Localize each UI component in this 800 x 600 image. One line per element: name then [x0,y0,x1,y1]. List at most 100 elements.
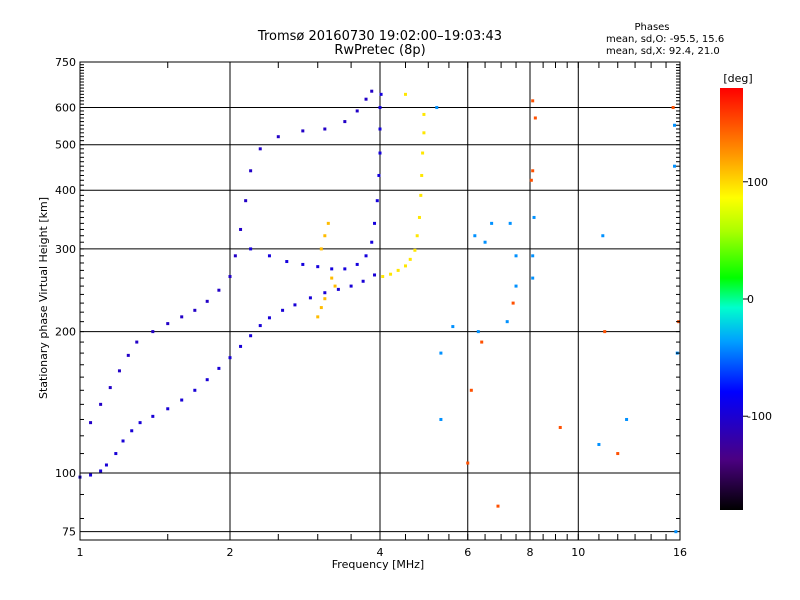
data-point [130,429,134,433]
data-point [480,340,484,344]
data-point [135,340,139,344]
data-point [301,129,305,133]
data-point [258,147,262,151]
data-point [228,356,232,360]
data-point [233,254,237,258]
data-point [603,330,607,334]
data-point [258,324,262,328]
chart-subtitle: RwPretec (8p) [334,43,425,58]
data-point [364,254,368,258]
data-point [469,388,473,392]
data-point [343,267,347,271]
data-point [217,366,221,370]
data-point [483,240,487,244]
data-point [121,439,125,443]
phase-info-heading: Phases [634,22,669,33]
data-point [415,234,419,238]
data-point [673,164,677,168]
data-point [511,301,515,305]
data-point [166,407,170,411]
colorbar-ticks: -100 0 100 [743,176,772,423]
data-point [166,322,170,326]
data-point [117,369,121,373]
colorbar-gradient [720,88,743,510]
data-point [239,227,243,231]
data-point [435,106,439,110]
data-point [126,353,130,357]
colorbar-tick-label: 100 [747,176,768,189]
data-points [78,89,681,534]
data-point [114,452,118,456]
data-point [533,116,537,120]
data-point [531,99,535,103]
data-point [514,254,518,258]
data-point [323,234,327,238]
data-point [439,417,443,421]
data-point [364,97,368,101]
chart-title: Tromsø 20160730 19:02:00–19:03:43 [257,29,502,44]
data-point [323,291,327,295]
data-point [355,262,359,266]
data-point [378,127,382,131]
data-point [205,378,209,382]
data-point [419,193,423,197]
phase-info-box: Phases mean, sd,O: -95.5, 15.6 mean, sd,… [606,22,724,57]
colorbar-tick-label: -100 [747,410,772,423]
data-point [601,234,605,238]
data-point [323,297,327,301]
x-tick-label: 2 [227,546,234,559]
data-point [408,257,412,261]
data-point [514,284,518,288]
data-point [439,351,443,355]
data-point [99,469,103,473]
data-point [355,109,359,113]
y-axis-ticks: 75 100 200 300 400 500 600 750 [55,56,680,539]
series-points [89,89,374,425]
data-point [330,267,334,271]
colorbar-tick-label: 0 [747,293,754,306]
x-axis-label: Frequency [MHz] [332,558,424,571]
data-point [316,265,320,269]
data-point [373,273,377,277]
data-point [496,504,500,508]
data-point [403,92,407,96]
data-point [249,247,253,251]
data-point [508,221,512,225]
data-point [420,173,424,177]
data-point [375,199,379,203]
data-point [377,173,381,177]
data-point [319,247,323,251]
data-point [217,288,221,292]
data-point [330,276,334,280]
data-point [249,169,253,173]
data-point [180,398,184,402]
phase-colorbar: [deg] -100 0 100 [720,72,772,510]
data-point [597,442,601,446]
data-point [336,287,340,291]
data-point [625,417,629,421]
data-point [370,89,374,93]
data-point [281,308,285,312]
data-point [422,112,426,116]
data-point [403,264,407,268]
data-point [671,106,675,110]
data-point [673,123,677,127]
series-points [381,92,426,279]
colorbar-label: [deg] [723,72,752,85]
data-point [138,421,142,425]
y-tick-label: 500 [55,139,76,152]
data-point [674,530,678,534]
series-points [316,221,337,319]
series-points [435,106,679,534]
x-tick-label: 1 [77,546,84,559]
series-points [249,92,383,271]
data-point [151,414,155,418]
data-point [616,452,620,456]
data-point [276,135,280,139]
data-point [532,215,536,219]
y-axis-label: Stationary phase Virtual Height [km] [37,197,50,399]
data-point [108,386,112,390]
x-tick-label: 16 [673,546,687,559]
y-tick-label: 300 [55,243,76,256]
